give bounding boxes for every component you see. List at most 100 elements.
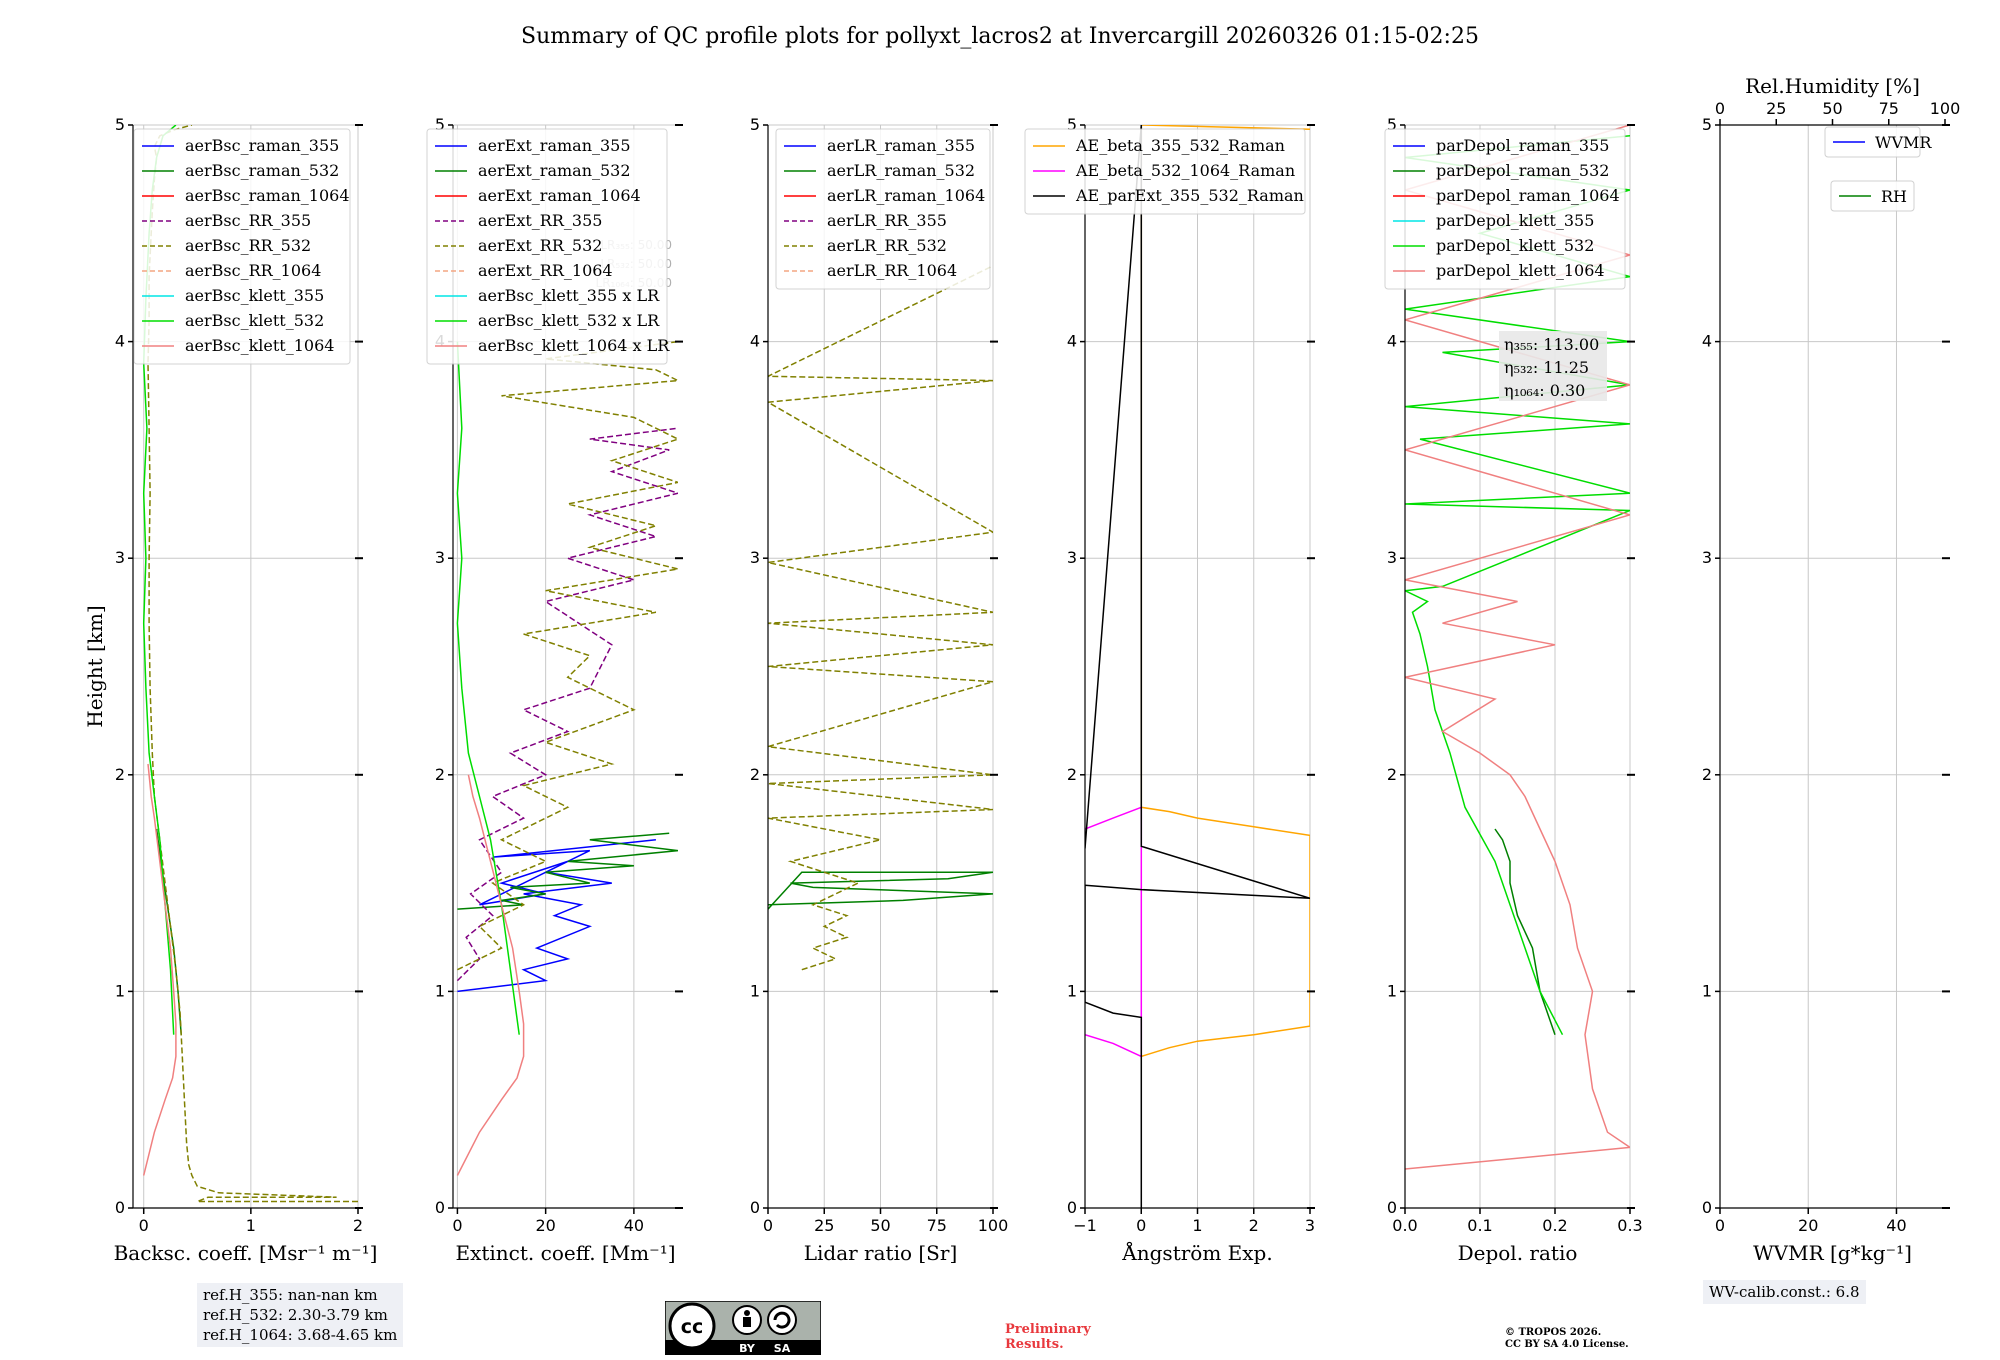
y-tick-label: 0 (1702, 1198, 1712, 1217)
series-aerLR_raman_532 (768, 871, 993, 910)
legend-frame (426, 128, 668, 365)
x-tick-label: −1 (1073, 1216, 1097, 1235)
panel-depol: 0 1 2 3 4 5 0.0 0.1 0.2 0.3 Depol. ratio η₃₅₅: 113.… (1384, 115, 1643, 1265)
x-tick-label: 1 (246, 1216, 256, 1235)
y-tick-label: 2 (435, 765, 445, 784)
legend-frame (775, 128, 991, 290)
y-tick-label: 3 (115, 548, 125, 567)
legend-entry: aerExt_RR_355 (478, 211, 602, 230)
y-tick-label: 3 (435, 548, 445, 567)
wv-calibration-box: WV-calib.const.: 6.8 (1703, 1280, 1866, 1304)
legend-entry: aerExt_raman_1064 (478, 186, 641, 205)
legend: parDepol_raman_355 parDepol_raman_532 parD… (1384, 128, 1626, 290)
legend-frame (1384, 128, 1626, 290)
eta-box (1499, 331, 1607, 401)
legend-entry: aerLR_RR_1064 (827, 261, 957, 280)
legend-entry: AE_beta_355_532_Raman (1075, 136, 1285, 155)
x-tick-label: 3 (1305, 1216, 1315, 1235)
x-tick-label: 20 (1798, 1216, 1818, 1235)
legend-entry: aerBsc_klett_355 (185, 286, 324, 305)
legend-entry: aerLR_raman_1064 (827, 186, 985, 205)
x-tick-label: 0.2 (1542, 1216, 1567, 1235)
x-tick-label: 75 (927, 1216, 947, 1235)
x-tick-label: 0.3 (1617, 1216, 1642, 1235)
eta-355: η₃₅₅: 113.00 (1504, 335, 1599, 354)
legend-entry: parDepol_klett_532 (1436, 236, 1594, 255)
y-tick-label: 1 (750, 981, 760, 1000)
panel-bsc: 0 1 2 3 4 5 0 1 2 Backsc. coeff. [Msr⁻¹ m⁻¹] Heigh… (83, 115, 377, 1265)
y-tick-label: 5 (1067, 115, 1077, 134)
x-tick-label: 2 (353, 1216, 363, 1235)
series-aerBsc_klett_532 x LR (456, 341, 520, 1035)
series-group (1085, 125, 1310, 1208)
panel-ext: 01234502040Extinct. coeff. [Mm⁻¹]LR₃₅₅: … (426, 115, 683, 1265)
copyright-note: © TROPOS 2026. CC BY SA 4.0 License. (1505, 1327, 1629, 1351)
x-tick-label: 0.1 (1467, 1216, 1492, 1235)
x-tick-label: 50 (870, 1216, 890, 1235)
top-tick-label: 100 (1930, 99, 1961, 118)
x-tick-label: 2 (1249, 1216, 1259, 1235)
legend: WVMR RH (1824, 126, 1932, 212)
legend-entry: aerLR_RR_355 (827, 211, 947, 230)
cc-icon (668, 1302, 716, 1350)
series-aerExt_raman_355 (457, 839, 656, 993)
x-axis-label: Lidar ratio [Sr] (804, 1241, 958, 1265)
series-AE_beta_532_1064_Raman (1085, 806, 1143, 1058)
y-tick-label: 1 (1387, 981, 1397, 1000)
legend-entry: aerBsc_klett_1064 x LR (478, 336, 670, 355)
eta-532: η₅₃₂: 11.25 (1504, 358, 1589, 377)
preliminary-line-2: Results. (1005, 1337, 1064, 1352)
legend-entry: AE_beta_532_1064_Raman (1075, 161, 1295, 180)
top-tick-label: 25 (1766, 99, 1786, 118)
x-tick-label: 100 (978, 1216, 1009, 1235)
y-tick-label: 4 (1067, 332, 1077, 351)
top-axis-label: Rel.Humidity [%] (1745, 74, 1920, 98)
legend-entry: aerBsc_RR_355 (185, 211, 311, 230)
y-tick-label: 0 (1067, 1198, 1077, 1217)
wv-calib-const: WV-calib.const.: 6.8 (1709, 1283, 1860, 1301)
y-tick-label: 4 (1387, 332, 1397, 351)
series-aerExt_raman_532 (457, 832, 678, 910)
y-tick-label: 2 (1067, 765, 1077, 784)
sa-label: SA (774, 1342, 791, 1355)
x-tick-label: 0.0 (1392, 1216, 1417, 1235)
x-tick-label: 20 (535, 1216, 555, 1235)
legend-entry: aerBsc_raman_1064 (185, 186, 350, 205)
x-tick-label: 1 (1192, 1216, 1202, 1235)
legend-frame (1830, 180, 1915, 212)
y-tick-label: 0 (435, 1198, 445, 1217)
series-AE_beta_355_532_Raman (1140, 125, 1310, 1058)
legend-entry: parDepol_raman_532 (1436, 161, 1609, 180)
top-tick-label: 75 (1879, 99, 1899, 118)
legend-entry: aerBsc_raman_355 (185, 136, 339, 155)
y-tick-label: 3 (1387, 548, 1397, 567)
y-axis-label: Height [km] (83, 605, 107, 727)
x-tick-label: 0 (139, 1216, 149, 1235)
y-tick-label: 2 (1702, 765, 1712, 784)
legend-entry: aerLR_raman_355 (827, 136, 975, 155)
y-tick-label: 3 (1702, 548, 1712, 567)
by-label: BY (739, 1342, 756, 1355)
legend-entry: parDepol_raman_355 (1436, 136, 1609, 155)
y-tick-label: 5 (1702, 115, 1712, 134)
series-aerExt_RR_355 (456, 427, 678, 982)
y-tick-label: 2 (750, 765, 760, 784)
top-tick-label: 50 (1822, 99, 1842, 118)
y-tick-label: 4 (750, 332, 760, 351)
y-tick-label: 3 (750, 548, 760, 567)
ref-h-355: ref.H_355: nan-nan km (203, 1286, 378, 1304)
series-group (456, 340, 678, 1176)
legend: aerBsc_raman_355 aerBsc_raman_532 aerBsc_r… (133, 128, 351, 365)
legend-entry: parDepol_klett_355 (1436, 211, 1594, 230)
legend-entry: aerBsc_raman_532 (185, 161, 339, 180)
legend-entry: parDepol_klett_1064 (1436, 261, 1605, 280)
x-tick-label: 0 (1136, 1216, 1146, 1235)
legend-entry: aerBsc_RR_1064 (185, 261, 321, 280)
y-tick-label: 5 (750, 115, 760, 134)
copyright-line-1: © TROPOS 2026. (1505, 1327, 1602, 1338)
x-tick-label: 25 (814, 1216, 834, 1235)
top-tick-label: 0 (1715, 99, 1725, 118)
legend-entry: aerExt_raman_355 (478, 136, 631, 155)
series-aerBsc_klett_1064 (142, 763, 177, 1176)
